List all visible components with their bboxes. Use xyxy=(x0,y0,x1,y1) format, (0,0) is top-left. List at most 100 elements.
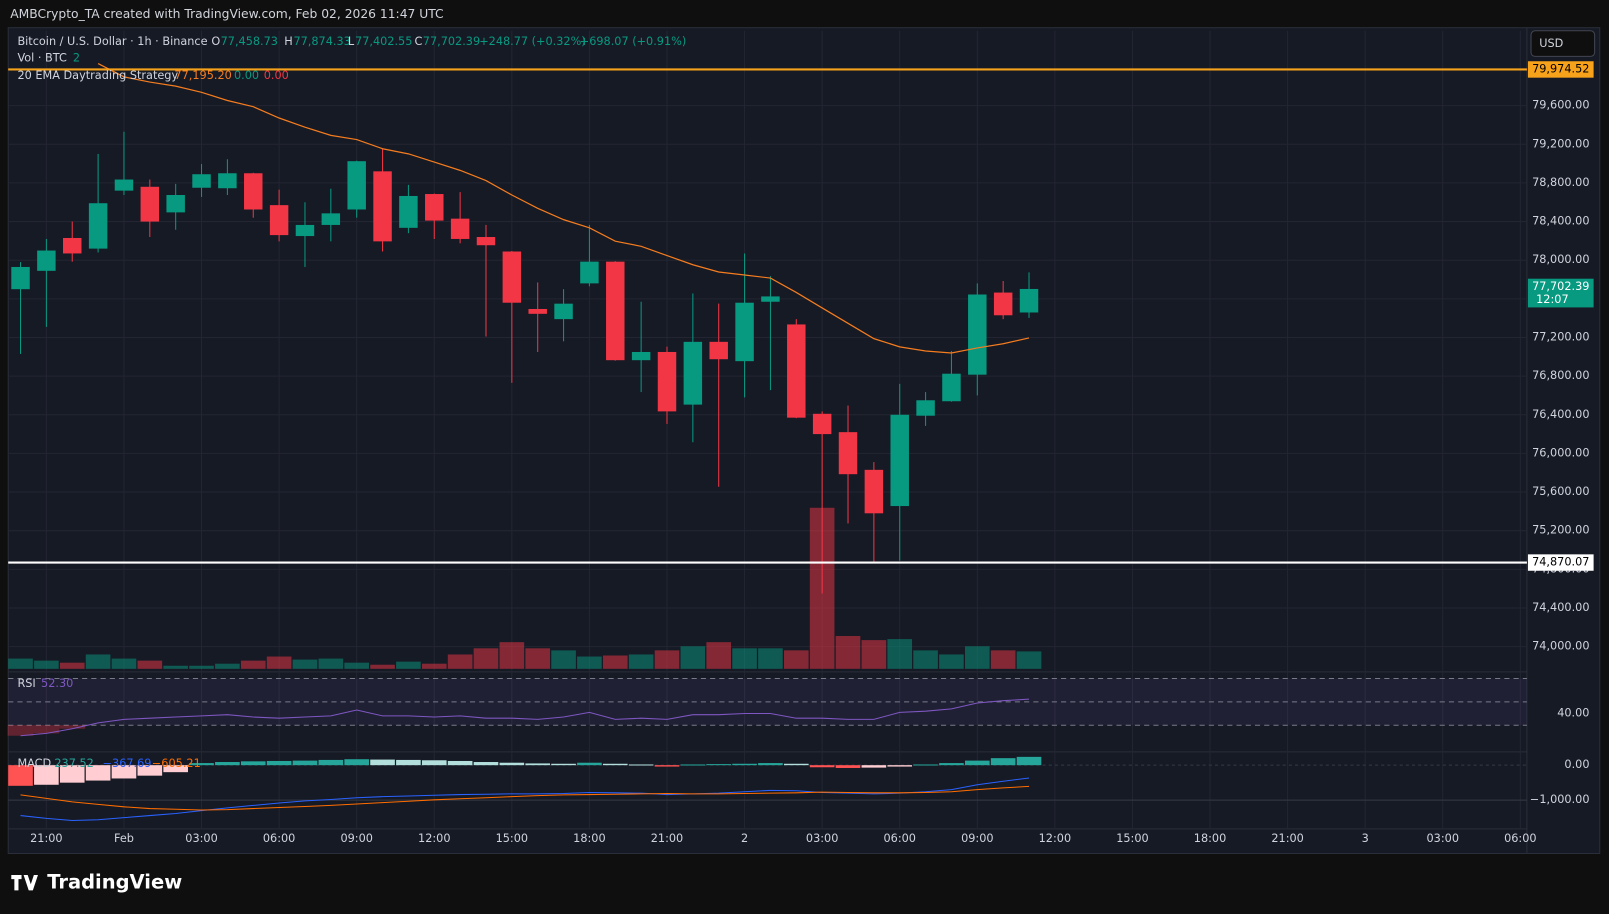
price-badge-label: 74,870.07 xyxy=(1532,556,1589,569)
x-tick-label: 12:00 xyxy=(1039,832,1071,845)
volume-bar xyxy=(8,658,33,669)
candle-body xyxy=(787,324,806,418)
volume-bar xyxy=(292,659,318,669)
candle-body xyxy=(63,237,82,254)
candle-body xyxy=(606,261,625,361)
logo[interactable]: TradingView xyxy=(11,871,182,894)
macd-histogram-bar xyxy=(939,763,964,766)
volume-bar xyxy=(344,662,370,669)
logo-text: TradingView xyxy=(47,871,182,894)
macd-histogram-bar xyxy=(266,760,292,766)
candle-body xyxy=(1019,288,1039,313)
volume-bar xyxy=(835,636,861,669)
x-tick-label: 18:00 xyxy=(1194,832,1226,845)
x-tick-label: 18:00 xyxy=(573,832,605,845)
macd-histogram-bar xyxy=(447,760,473,766)
macd-histogram-bar xyxy=(654,765,680,767)
candle-body xyxy=(631,351,651,361)
volume-bar xyxy=(499,642,525,669)
volume-bar xyxy=(163,665,188,669)
candle-body xyxy=(114,179,134,191)
macd-histogram-bar xyxy=(602,763,628,766)
volume-bar xyxy=(421,663,447,669)
rsi-line xyxy=(20,698,1030,737)
volume-bar xyxy=(913,650,938,669)
macd-histogram-bar xyxy=(318,759,344,766)
macd-histogram-bar xyxy=(887,765,913,767)
ema-line xyxy=(97,62,1030,354)
y-tick-label: 79,600.00 xyxy=(1532,99,1589,112)
candle-body xyxy=(11,266,30,290)
volume-legend: Vol · BTC xyxy=(17,51,67,64)
y-tick-label: 76,000.00 xyxy=(1532,446,1589,459)
macd-histogram-bar xyxy=(913,764,938,766)
volume-bar xyxy=(34,660,59,669)
credit: AMBCrypto_TA created with TradingView.co… xyxy=(10,7,443,21)
macd-histogram-bar xyxy=(292,760,318,766)
macd-histogram-bar xyxy=(59,765,85,783)
x-tick-label: 21:00 xyxy=(651,832,683,845)
y-tick-label: 76,800.00 xyxy=(1532,369,1589,382)
x-tick-label: 3 xyxy=(1362,832,1369,845)
change: +248.77 (+0.32%) xyxy=(479,35,585,48)
strategy-value: 0.00 xyxy=(264,69,289,82)
x-tick-label: 2 xyxy=(741,832,748,845)
macd-legend: MACD xyxy=(17,757,51,770)
macd-histogram-bar xyxy=(189,763,214,766)
candle-body xyxy=(528,308,547,314)
volume-bar xyxy=(137,660,163,669)
volume-value: 2 xyxy=(73,51,80,64)
macd-histogram-bar xyxy=(732,763,757,766)
volume-bar xyxy=(59,662,85,669)
volume-bar xyxy=(111,658,137,669)
strategy-value: 0.00 xyxy=(234,69,259,82)
candle-body xyxy=(373,171,392,242)
currency-button[interactable] xyxy=(1530,30,1596,57)
change: +698.07 (+0.91%) xyxy=(580,35,686,48)
volume-bar xyxy=(577,656,602,669)
volume-bar xyxy=(266,656,292,669)
volume-bar xyxy=(551,650,576,669)
macd-histogram-bar xyxy=(111,765,137,779)
x-tick-label: 12:00 xyxy=(418,832,450,845)
x-tick-label: 06:00 xyxy=(883,832,915,845)
macd-histogram-bar xyxy=(1016,756,1042,766)
macd-histogram-bar xyxy=(370,759,395,766)
candle-body xyxy=(968,294,987,375)
strategy-value: 77,195.20 xyxy=(174,69,231,82)
macd-histogram-bar xyxy=(835,765,861,768)
x-tick-label: 15:00 xyxy=(496,832,528,845)
candle-body xyxy=(942,373,961,402)
volume-bar xyxy=(654,650,680,669)
ohlc-key: C xyxy=(415,35,423,48)
y-tick-label: 74,400.00 xyxy=(1532,601,1589,614)
volume-bar xyxy=(628,654,654,669)
candle-body xyxy=(321,213,341,225)
x-tick-label: 21:00 xyxy=(1271,832,1303,845)
candle-body xyxy=(838,432,858,475)
volume-bar xyxy=(758,648,783,669)
candle-body xyxy=(37,250,56,271)
x-tick-label: 03:00 xyxy=(1427,832,1459,845)
candle-body xyxy=(269,205,289,236)
macd-value: −605.21 xyxy=(152,757,201,770)
volume-bar xyxy=(732,648,757,669)
macd-histogram-bar xyxy=(473,762,499,766)
currency-label[interactable]: USD xyxy=(1539,37,1563,50)
volume-bar xyxy=(706,642,732,669)
macd-histogram-bar xyxy=(344,759,370,766)
x-tick-label: 06:00 xyxy=(263,832,295,845)
y-tick-label: 79,200.00 xyxy=(1532,137,1589,150)
ohlc-key: H xyxy=(284,35,292,48)
candle-body xyxy=(425,194,444,221)
macd-histogram-bar xyxy=(706,764,732,766)
ohlc-value: 77,702.39 xyxy=(423,35,480,48)
macd-histogram-bar xyxy=(163,765,188,773)
candle-body xyxy=(244,173,263,210)
y-tick-label: 78,000.00 xyxy=(1532,253,1589,266)
price-overlay xyxy=(97,62,1030,354)
strategy-legend: 20 EMA Daytrading Strategy xyxy=(17,69,178,82)
candle-body xyxy=(916,400,935,416)
candle-body xyxy=(192,174,211,188)
